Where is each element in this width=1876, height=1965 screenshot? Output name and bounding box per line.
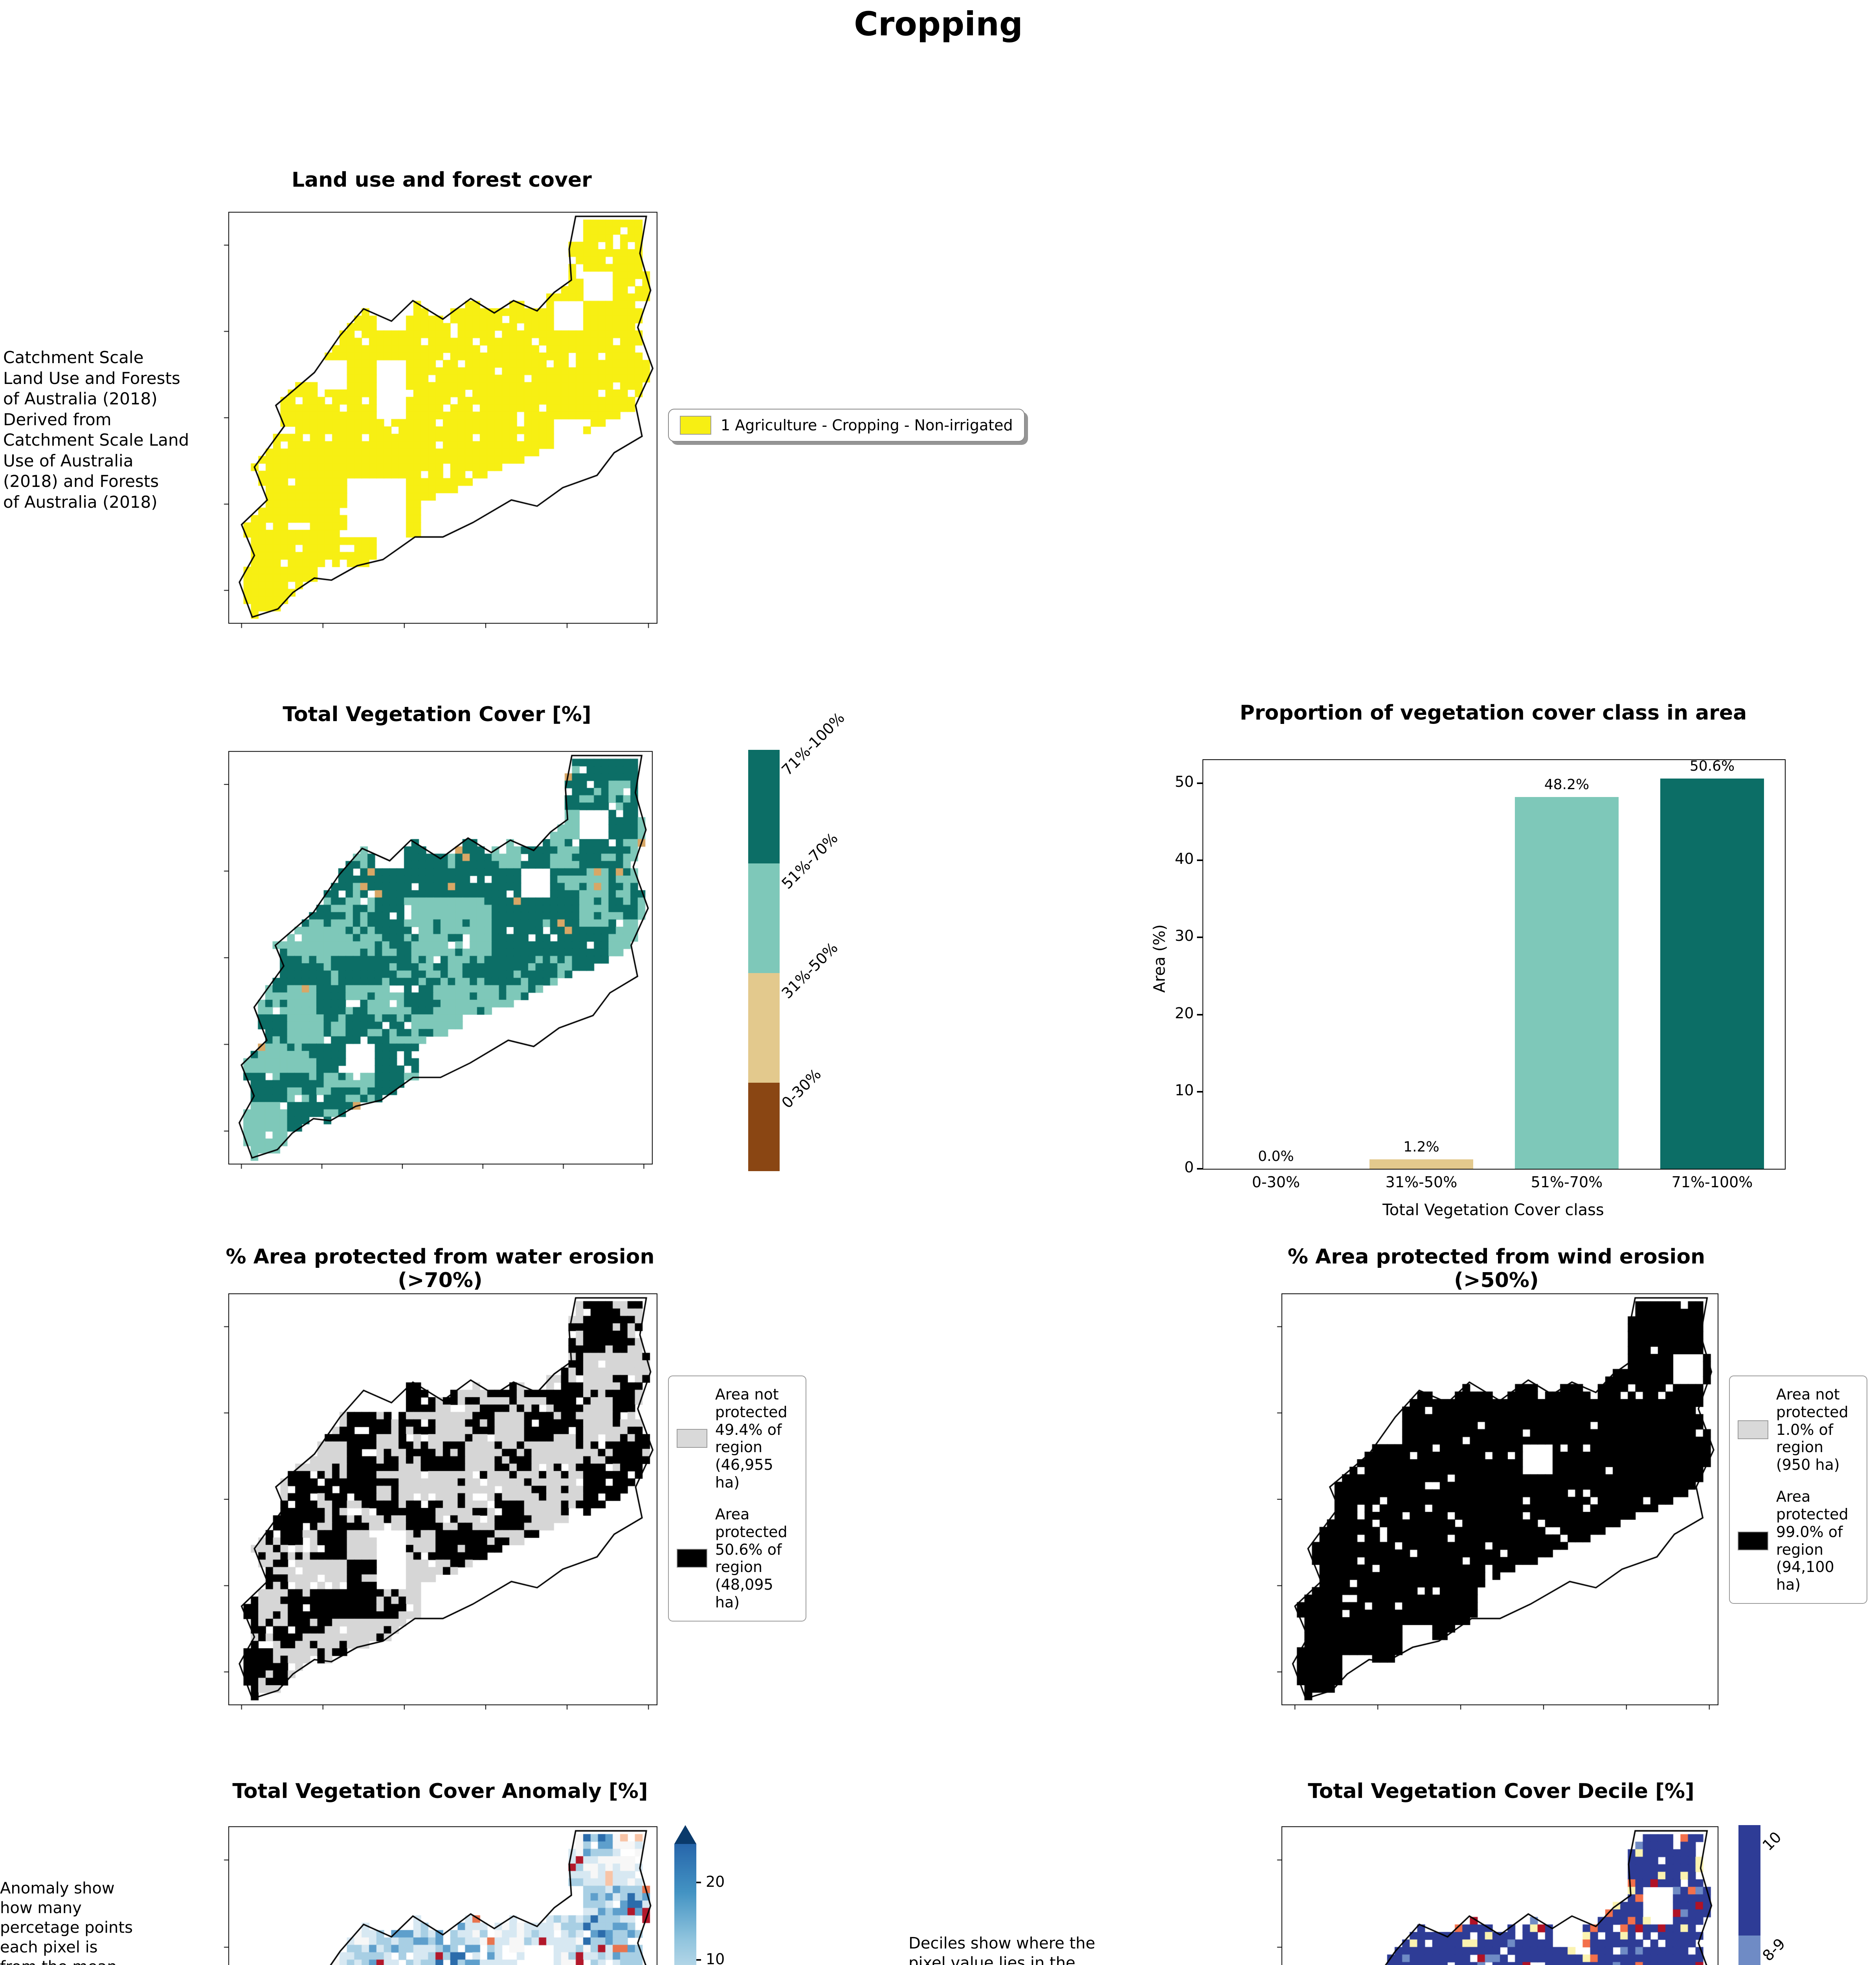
colorbar-label: 10 xyxy=(1759,1828,1785,1854)
colorbar-tick xyxy=(696,1882,701,1884)
colorbar-label: 0-30% xyxy=(778,1065,825,1112)
bar-value-label: 48.2% xyxy=(1544,777,1590,793)
water-erosion-map xyxy=(222,1292,659,1712)
vegcover-title: Total Vegetation Cover [%] xyxy=(283,703,591,726)
decile-colorbar: 108-94-72-31 xyxy=(1738,1825,1788,1965)
y-tick xyxy=(1197,1091,1203,1093)
x-tick-label: 51%-70% xyxy=(1531,1173,1603,1191)
y-tick xyxy=(1197,859,1203,861)
colorbar-segment xyxy=(1738,1935,1760,1965)
bar-value-label: 1.2% xyxy=(1403,1139,1439,1155)
colorbar-segment xyxy=(748,1082,780,1171)
not-protected-swatch xyxy=(1738,1420,1768,1440)
legend-entry: Area protected 99.0% of region (94,100 h… xyxy=(1738,1488,1859,1594)
protected-label: Area protected 99.0% of region (94,100 h… xyxy=(1776,1488,1848,1594)
anomaly-note: Anomaly show how many percetage points e… xyxy=(0,1879,133,1965)
wind-erosion-map xyxy=(1275,1292,1720,1712)
bar xyxy=(1369,1159,1473,1169)
proportion-chart: Proportion of vegetation cover class in … xyxy=(1100,701,1839,1228)
wind-erosion-title: % Area protected from wind erosion (>50%… xyxy=(1287,1245,1705,1292)
bar xyxy=(1660,779,1764,1169)
landuse-title: Land use and forest cover xyxy=(292,168,592,192)
proportion-plot-area: 0 10 20 30 40 50 0.0% 0-30% 1.2% 31%-50% 48.2% 51%-… xyxy=(1175,758,1786,1191)
water-erosion-title: % Area protected from water erosion (>70… xyxy=(226,1245,655,1292)
wind-erosion-legend: Area not protected 1.0% of region (950 h… xyxy=(1729,1376,1867,1604)
x-tick-label: 0-30% xyxy=(1252,1173,1300,1191)
colorbar-segment xyxy=(1738,1825,1760,1936)
colorbar-tick xyxy=(696,1959,701,1961)
colorbar-arrow-up xyxy=(674,1825,696,1844)
page-title: Cropping xyxy=(854,5,1023,43)
decile-map xyxy=(1275,1825,1720,1965)
bar-value-label: 0.0% xyxy=(1258,1148,1294,1164)
not-protected-label: Area not protected 1.0% of region (950 h… xyxy=(1776,1386,1848,1474)
colorbar-segment xyxy=(748,750,780,864)
y-tick xyxy=(1197,937,1203,938)
colorbar-segment xyxy=(748,863,780,973)
colorbar-label: 51%-70% xyxy=(778,829,841,893)
colorbar-segment xyxy=(748,973,780,1083)
landuse-legend: 1 Agriculture - Cropping - Non-irrigated xyxy=(668,409,1025,442)
colorbar-tick-label: 10 xyxy=(706,1950,725,1965)
vegcover-map xyxy=(222,750,654,1171)
not-protected-swatch xyxy=(677,1429,707,1448)
proportion-chart-title: Proportion of vegetation cover class in … xyxy=(1239,701,1747,725)
y-tick-label: 50 xyxy=(1175,773,1194,790)
cropping-legend-label: 1 Agriculture - Cropping - Non-irrigated xyxy=(721,417,1013,434)
anomaly-colorbar: 20100−10−20 xyxy=(674,1825,725,1965)
y-tick xyxy=(1197,1014,1203,1016)
y-tick xyxy=(1197,782,1203,784)
landuse-map xyxy=(222,211,659,630)
legend-entry: Area not protected 1.0% of region (950 h… xyxy=(1738,1386,1859,1474)
decile-note: Deciles show where the pixel value lies … xyxy=(909,1934,1096,1965)
anomaly-title: Total Vegetation Cover Anomaly [%] xyxy=(232,1780,648,1803)
protected-swatch xyxy=(1738,1531,1768,1550)
landuse-note: Catchment Scale Land Use and Forests of … xyxy=(3,348,189,512)
legend-entry: Area protected 50.6% of region (48,095 h… xyxy=(677,1506,798,1611)
colorbar-gradient xyxy=(674,1844,696,1965)
x-tick-label: 71%-100% xyxy=(1671,1173,1753,1191)
y-tick-label: 30 xyxy=(1175,927,1194,945)
protected-label: Area protected 50.6% of region (48,095 h… xyxy=(715,1505,787,1611)
water-erosion-legend: Area not protected 49.4% of region (46,9… xyxy=(668,1376,806,1622)
y-tick xyxy=(1197,1168,1203,1170)
y-tick-label: 40 xyxy=(1175,850,1194,868)
not-protected-label: Area not protected 49.4% of region (46,9… xyxy=(715,1386,787,1491)
x-tick-label: 31%-50% xyxy=(1385,1173,1457,1191)
y-tick-label: 10 xyxy=(1175,1081,1194,1099)
bar-value-label: 50.6% xyxy=(1689,758,1735,775)
bar xyxy=(1515,797,1619,1169)
anomaly-map xyxy=(222,1825,659,1965)
y-tick-label: 20 xyxy=(1175,1004,1194,1022)
cropping-swatch xyxy=(680,416,711,435)
colorbar-label: 31%-50% xyxy=(778,939,841,1002)
colorbar-label: 71%-100% xyxy=(778,709,848,779)
colorbar-tick-label: 20 xyxy=(706,1873,725,1891)
colorbar-label: 8-9 xyxy=(1759,1935,1789,1965)
decile-title: Total Vegetation Cover Decile [%] xyxy=(1308,1780,1694,1803)
x-axis-label: Total Vegetation Cover class xyxy=(1382,1201,1604,1219)
y-tick-label: 0 xyxy=(1184,1159,1194,1176)
legend-entry: Area not protected 49.4% of region (46,9… xyxy=(677,1386,798,1491)
protected-swatch xyxy=(677,1549,707,1568)
vegcover-colorbar: 71%-100% 51%-70% 31%-50% 0-30% xyxy=(748,709,848,1171)
